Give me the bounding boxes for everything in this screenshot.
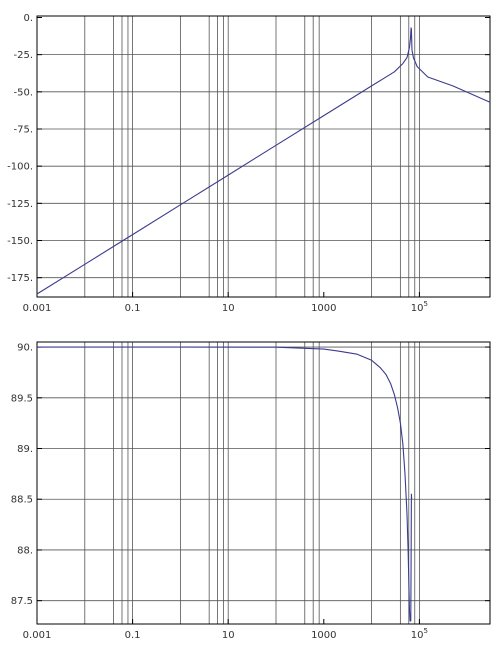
x-tick-label: 0.1 <box>125 630 141 641</box>
y-tick-label: -100. <box>7 162 33 173</box>
x-tick-label: 105 <box>411 300 428 314</box>
x-tick-label: 0.001 <box>23 303 52 314</box>
y-tick-label: 88. <box>17 545 33 556</box>
y-tick-label: -125. <box>7 199 33 210</box>
series-line <box>37 346 413 622</box>
x-tick-label: 1000 <box>311 303 336 314</box>
plot-frame <box>36 15 491 298</box>
plot-frame <box>36 341 491 625</box>
y-tick-label: 88.5 <box>11 495 33 506</box>
y-tick-label: -50. <box>13 87 33 98</box>
y-tick-label: 0. <box>23 13 33 24</box>
y-tick-label: 89.5 <box>11 393 33 404</box>
y-tick-label: -175. <box>7 273 33 284</box>
y-tick-label: 90. <box>17 343 33 354</box>
y-tick-label: -150. <box>7 236 33 247</box>
y-tick-label: -25. <box>13 50 33 61</box>
y-tick-label: 89. <box>17 444 33 455</box>
phase-plot: 90. 89.5 89. 88.5 88. 87.5 0.001 0.1 10 1000 105 <box>11 341 491 641</box>
x-tick-label: 1000 <box>311 630 336 641</box>
series-line <box>36 27 491 295</box>
x-tick-label: 105 <box>411 627 428 641</box>
y-tick-label: 87.5 <box>11 596 33 607</box>
x-tick-label: 10 <box>222 303 235 314</box>
x-tick-label: 10 <box>222 630 235 641</box>
magnitude-plot: 0. -25. -50. -75. -100. -125. -150. -175. 0.001 0… <box>7 13 491 314</box>
y-tick-label: -75. <box>13 124 33 135</box>
x-tick-label: 0.1 <box>125 303 141 314</box>
x-tick-label: 0.001 <box>23 630 52 641</box>
